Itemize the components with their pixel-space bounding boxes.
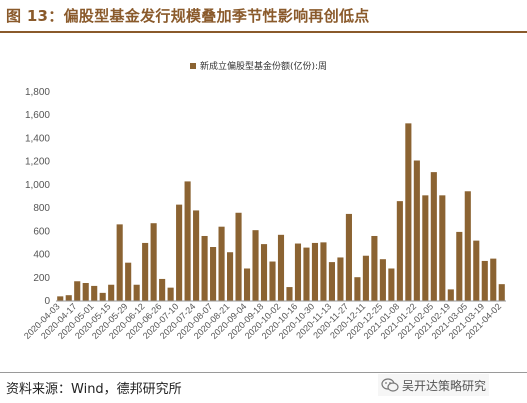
bar (328, 262, 335, 301)
bar (57, 296, 64, 301)
y-tick-label: 1,400 (25, 133, 50, 144)
legend-swatch (190, 63, 196, 69)
bar (413, 160, 420, 301)
bar (218, 226, 225, 301)
y-tick-label: 1,000 (25, 180, 50, 191)
bar (176, 204, 183, 301)
bar (490, 258, 497, 301)
bar (150, 223, 157, 301)
figure-title-text: 偏股型基金发行规模叠加季节性影响再创低点 (63, 7, 370, 25)
bar (91, 285, 98, 301)
y-tick-label: 0 (44, 296, 50, 307)
bar (396, 201, 403, 301)
source-note: 资料来源：Wind，德邦研究所 (6, 378, 182, 397)
bar (405, 123, 412, 301)
bar (201, 235, 208, 301)
bar (99, 292, 106, 301)
bar (108, 284, 115, 301)
bar (337, 257, 344, 301)
bar (167, 287, 174, 301)
bar (269, 261, 276, 301)
bar (260, 244, 268, 301)
y-tick-label: 400 (33, 250, 50, 261)
bar (311, 242, 319, 301)
y-tick-label: 800 (33, 203, 50, 214)
bar (184, 181, 191, 301)
y-tick-label: 600 (33, 226, 50, 237)
bar (116, 224, 123, 301)
source-text: Wind，德邦研究所 (71, 382, 182, 397)
bar (252, 230, 259, 301)
bar (422, 195, 429, 301)
bar (243, 268, 251, 301)
bar (159, 278, 166, 301)
wechat-icon (381, 378, 399, 392)
title-divider (0, 31, 527, 33)
bar (74, 281, 81, 301)
bar (388, 268, 395, 301)
bar-chart: 新成立偏股型基金份额(亿份):周 0 200 400 600 800 1,000 1,200 1… (22, 60, 506, 341)
bar (277, 234, 285, 301)
bar (133, 284, 140, 301)
bar (430, 172, 437, 301)
bar (456, 231, 463, 301)
bar (481, 260, 488, 301)
bar (193, 210, 200, 301)
bar (439, 195, 446, 301)
bar (320, 242, 327, 301)
bar (371, 235, 378, 301)
legend-label: 新成立偏股型基金份额(亿份):周 (200, 60, 327, 72)
y-tick-label: 200 (33, 273, 50, 284)
bar (473, 240, 480, 301)
figure-title: 图 13：偏股型基金发行规模叠加季节性影响再创低点 (6, 5, 370, 26)
figure-label: 图 13： (6, 7, 64, 25)
bar (464, 191, 471, 301)
bar (227, 252, 234, 301)
bar (235, 212, 242, 301)
bar (142, 242, 149, 301)
bar (303, 247, 310, 301)
bar (82, 283, 89, 301)
source-prefix: 资料来源： (6, 382, 72, 397)
bar (447, 289, 454, 301)
y-tick-label: 1,800 (25, 87, 50, 98)
bar (362, 255, 369, 301)
bar (345, 213, 352, 301)
y-tick-label: 1,200 (25, 157, 50, 168)
bar (125, 262, 132, 301)
bar (65, 295, 72, 301)
legend: 新成立偏股型基金份额(亿份):周 (190, 60, 327, 72)
bar (354, 277, 361, 301)
bar (498, 284, 505, 301)
bar (294, 243, 302, 301)
watermark-text: 吴开达策略研究 (402, 378, 487, 393)
y-tick-label: 1,600 (25, 110, 50, 121)
bar (286, 287, 293, 301)
bar (210, 247, 217, 301)
footer-divider (0, 372, 527, 373)
watermark: 吴开达策略研究 (378, 374, 490, 396)
bar (379, 259, 386, 301)
